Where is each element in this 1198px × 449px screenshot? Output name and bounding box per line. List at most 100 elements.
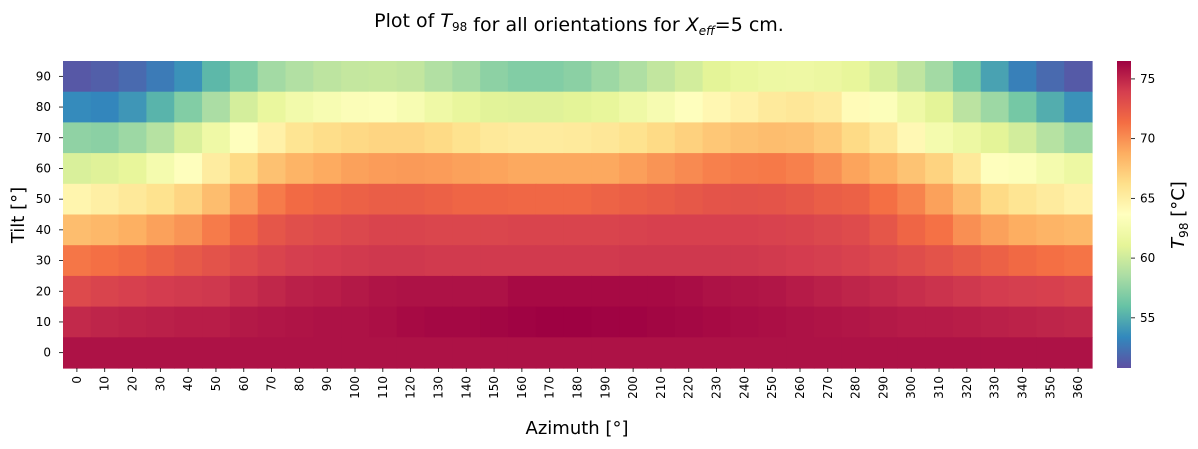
heatmap-cell xyxy=(869,245,898,277)
heatmap-cell xyxy=(396,61,426,93)
heatmap-cell xyxy=(146,122,175,154)
colorbar-label-part: T xyxy=(1168,236,1189,249)
heatmap-cell xyxy=(507,183,537,216)
heatmap-cell xyxy=(257,91,287,123)
x-tick-label: 320 xyxy=(960,376,974,399)
heatmap-cell xyxy=(63,183,92,216)
heatmap-cell xyxy=(758,245,787,277)
heatmap-cell xyxy=(285,61,314,93)
heatmap-cell xyxy=(229,122,259,154)
heatmap-cell xyxy=(174,337,203,369)
heatmap-cells xyxy=(63,61,1093,369)
heatmap-cell xyxy=(563,245,592,277)
heatmap-cell xyxy=(591,275,620,308)
heatmap-cell xyxy=(257,183,287,216)
x-tick-label: 260 xyxy=(793,376,807,399)
heatmap-cell xyxy=(174,275,203,308)
heatmap-cell xyxy=(396,214,426,246)
heatmap-cell xyxy=(869,337,898,369)
heatmap-cell xyxy=(313,122,342,154)
heatmap-cell xyxy=(257,214,287,246)
heatmap-cell xyxy=(702,306,732,338)
heatmap-cell xyxy=(980,183,1010,216)
heatmap-cell xyxy=(63,61,92,93)
title-part: for all orientations for xyxy=(467,14,685,36)
colorbar-label-part: [°C] xyxy=(1168,181,1189,222)
heatmap-cell xyxy=(841,91,871,123)
heatmap-cell xyxy=(925,245,954,277)
heatmap-cell xyxy=(980,61,1010,93)
heatmap-cell xyxy=(313,214,342,246)
heatmap-cell xyxy=(118,214,148,246)
heatmap-cell xyxy=(730,91,759,123)
heatmap-cell xyxy=(619,337,648,369)
x-tick-label: 170 xyxy=(543,376,557,399)
heatmap-cell xyxy=(980,337,1010,369)
heatmap-cell xyxy=(396,91,426,123)
heatmap-cell xyxy=(313,61,342,93)
heatmap-cell xyxy=(507,91,537,123)
heatmap-cell xyxy=(897,275,926,308)
heatmap-cell xyxy=(368,245,398,277)
colorbar-tick-label: 60 xyxy=(1140,251,1155,265)
heatmap-cell xyxy=(758,122,787,154)
heatmap-cell xyxy=(480,245,509,277)
heatmap-cell xyxy=(1036,122,1065,154)
heatmap-cell xyxy=(758,306,787,338)
heatmap-cell xyxy=(619,214,648,246)
heatmap-cell xyxy=(63,306,92,338)
heatmap-cell xyxy=(202,275,231,308)
heatmap-cell xyxy=(507,337,537,369)
colorbar: 55 60 65 70 75 T98 [°C] xyxy=(1117,61,1191,368)
heatmap-cell xyxy=(897,214,926,246)
x-tick-label: 250 xyxy=(765,376,779,399)
heatmap-cell xyxy=(897,306,926,338)
heatmap-cell xyxy=(341,306,370,338)
heatmap-cell xyxy=(563,306,592,338)
heatmap-cell xyxy=(952,91,982,123)
heatmap-cell xyxy=(786,61,815,93)
heatmap-cell xyxy=(1008,61,1037,93)
heatmap-cell xyxy=(730,61,759,93)
heatmap-cell xyxy=(786,306,815,338)
heatmap-cell xyxy=(396,245,426,277)
heatmap-cell xyxy=(285,275,314,308)
heatmap-cell xyxy=(341,275,370,308)
heatmap-cell xyxy=(786,214,815,246)
heatmap-cell xyxy=(952,61,982,93)
heatmap-cell xyxy=(869,61,898,93)
heatmap-cell xyxy=(1036,91,1065,123)
heatmap-cell xyxy=(869,153,898,185)
heatmap-cell xyxy=(813,275,843,308)
heatmap-cell xyxy=(897,183,926,216)
heatmap-cell xyxy=(174,306,203,338)
heatmap-cell xyxy=(480,214,509,246)
heatmap-cell xyxy=(1008,214,1037,246)
heatmap-cell xyxy=(1064,183,1093,216)
heatmap-cell xyxy=(813,91,843,123)
heatmap-cell xyxy=(202,214,231,246)
heatmap-cell xyxy=(202,183,231,216)
heatmap-cell xyxy=(146,153,175,185)
heatmap-cell xyxy=(507,306,537,338)
heatmap-cell xyxy=(313,337,342,369)
chart-title: Plot of T98 for all orientations for Xef… xyxy=(374,10,784,38)
heatmap-cell xyxy=(897,153,926,185)
heatmap-cell xyxy=(368,122,398,154)
colorbar-ticks: 55 60 65 70 75 xyxy=(1131,72,1155,325)
heatmap-cell xyxy=(146,275,175,308)
heatmap-cell xyxy=(229,61,259,93)
heatmap-cell xyxy=(368,275,398,308)
heatmap-cell xyxy=(452,61,481,93)
heatmap-cell xyxy=(341,337,370,369)
heatmap-cell xyxy=(341,183,370,216)
heatmap-cell xyxy=(285,183,314,216)
heatmap-cell xyxy=(146,245,175,277)
heatmap-cell xyxy=(897,245,926,277)
heatmap-cell xyxy=(90,122,120,154)
heatmap-cell xyxy=(285,337,314,369)
x-tick-label: 120 xyxy=(404,376,418,399)
heatmap-cell xyxy=(341,245,370,277)
heatmap-cell xyxy=(90,275,120,308)
